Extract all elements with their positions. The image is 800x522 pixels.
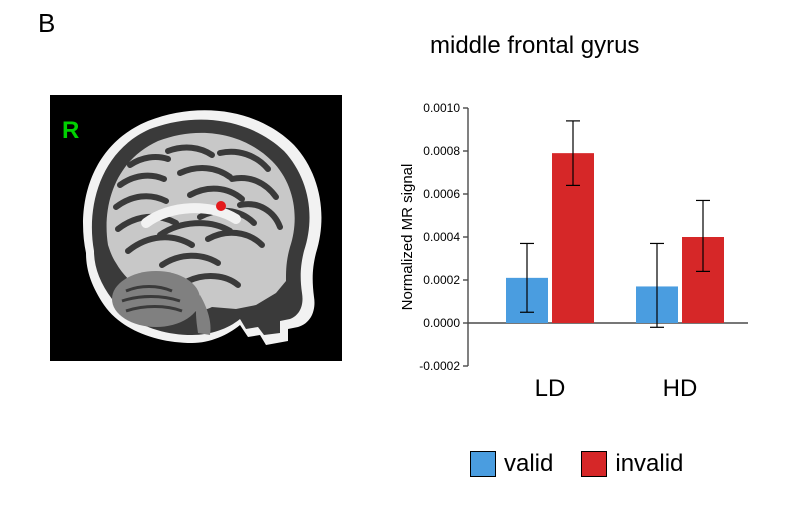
- legend-swatch-valid: [470, 451, 496, 477]
- svg-text:0.0000: 0.0000: [423, 316, 460, 330]
- svg-text:LD: LD: [535, 375, 566, 400]
- bar-chart: -0.0002 0.0000 0.0002 0.0004 0.0006 0.0008 0.0…: [388, 90, 758, 400]
- svg-text:0.0010: 0.0010: [423, 101, 460, 115]
- legend: valid invalid: [470, 450, 683, 478]
- legend-item-valid: valid: [470, 450, 553, 478]
- svg-text:HD: HD: [663, 375, 698, 400]
- svg-text:-0.0002: -0.0002: [419, 359, 460, 373]
- legend-label-invalid: invalid: [615, 450, 683, 478]
- legend-swatch-invalid: [581, 451, 607, 477]
- svg-text:0.0004: 0.0004: [423, 230, 460, 244]
- chart-title: middle frontal gyrus: [430, 32, 639, 60]
- brain-image: R: [50, 95, 342, 361]
- svg-text:0.0002: 0.0002: [423, 273, 460, 287]
- svg-text:0.0006: 0.0006: [423, 187, 460, 201]
- svg-text:0.0008: 0.0008: [423, 144, 460, 158]
- svg-text:Normalized MR signal: Normalized MR signal: [399, 164, 416, 311]
- brain-sagittal-svg: [50, 95, 342, 361]
- legend-label-valid: valid: [504, 450, 553, 478]
- panel-label: B: [38, 8, 55, 39]
- bar-chart-svg: -0.0002 0.0000 0.0002 0.0004 0.0006 0.0008 0.0…: [388, 90, 758, 400]
- legend-item-invalid: invalid: [581, 450, 683, 478]
